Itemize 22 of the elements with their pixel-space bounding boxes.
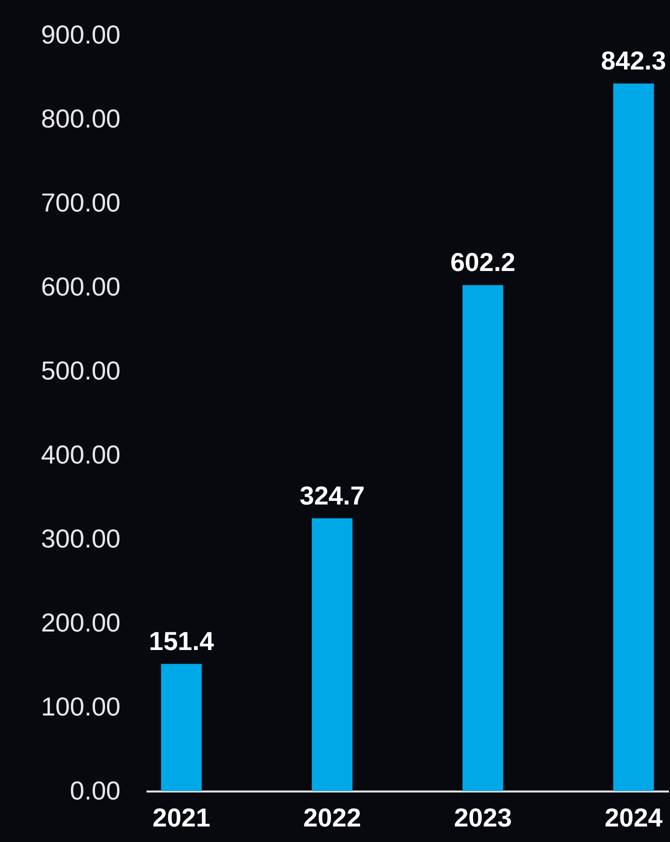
- data-label: 842.3: [601, 45, 666, 76]
- y-tick-label: 0.00: [70, 776, 120, 806]
- y-tick-label: 300.00: [40, 524, 120, 554]
- bar: [312, 518, 352, 791]
- y-tick-label: 600.00: [40, 272, 120, 302]
- data-label: 602.2: [450, 247, 516, 278]
- x-tick-label: 2023: [454, 802, 512, 832]
- x-tick-label: 2022: [303, 802, 362, 832]
- x-tick-label: 2024: [604, 802, 664, 832]
- bar: [161, 664, 202, 791]
- y-tick-label: 700.00: [40, 188, 120, 218]
- y-tick-label: 900.00: [40, 20, 120, 50]
- y-tick-label: 800.00: [40, 104, 120, 134]
- bar: [613, 83, 654, 791]
- data-label: 324.7: [300, 480, 365, 510]
- y-tick-label: 200.00: [40, 608, 120, 638]
- bar: [462, 285, 504, 791]
- y-tick-label: 500.00: [40, 356, 120, 386]
- y-tick-label: 400.00: [40, 440, 120, 470]
- data-label: 151.4: [148, 626, 214, 656]
- x-tick-label: 2021: [152, 802, 210, 832]
- y-tick-label: 100.00: [40, 692, 120, 722]
